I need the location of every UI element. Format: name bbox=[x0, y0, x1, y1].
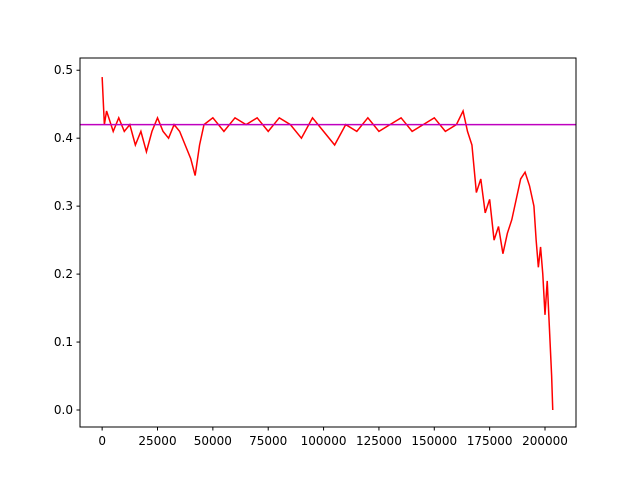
y-tick-label: 0.0 bbox=[54, 403, 73, 417]
x-tick-label: 100000 bbox=[301, 434, 347, 448]
x-tick-label: 25000 bbox=[138, 434, 176, 448]
y-tick-label: 0.2 bbox=[54, 267, 73, 281]
x-tick-label: 175000 bbox=[467, 434, 513, 448]
x-tick-label: 0 bbox=[98, 434, 106, 448]
y-tick-label: 0.4 bbox=[54, 131, 73, 145]
x-tick-label: 150000 bbox=[411, 434, 457, 448]
x-tick-label: 50000 bbox=[194, 434, 232, 448]
x-tick-label: 75000 bbox=[249, 434, 287, 448]
x-tick-label: 200000 bbox=[522, 434, 568, 448]
y-tick-label: 0.1 bbox=[54, 335, 73, 349]
y-tick-label: 0.5 bbox=[54, 63, 73, 77]
data-line bbox=[101, 76, 554, 411]
y-tick-label: 0.3 bbox=[54, 199, 73, 213]
axes-frame bbox=[79, 57, 577, 428]
x-tick-label: 125000 bbox=[356, 434, 402, 448]
